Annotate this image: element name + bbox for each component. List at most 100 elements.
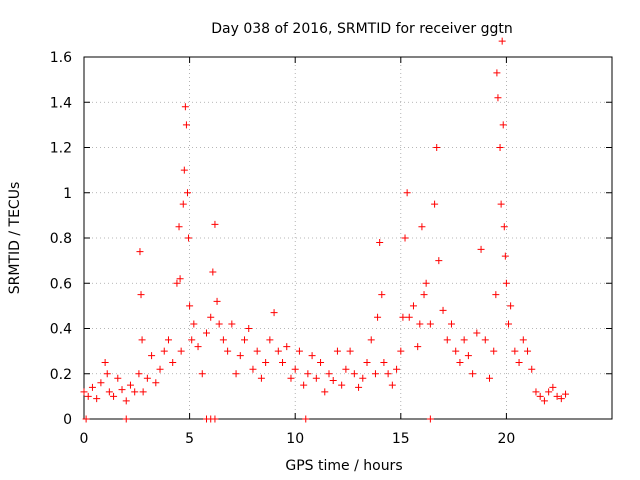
y-tick-label: 1.4: [50, 95, 72, 111]
data-point: [499, 121, 507, 129]
data-point: [219, 336, 227, 344]
y-tick-label: 1.2: [50, 141, 72, 157]
data-point: [329, 377, 337, 385]
data-point: [524, 347, 532, 355]
data-point: [549, 383, 557, 391]
x-tick-label: 10: [286, 431, 304, 447]
data-point: [160, 347, 168, 355]
data-point: [346, 347, 354, 355]
data-point: [374, 313, 382, 321]
data-point: [186, 302, 194, 310]
data-point: [477, 245, 485, 253]
y-tick-labels: 0 0.2 0.4 0.6 0.8 1 1.2 1.4 1.6: [50, 50, 72, 428]
data-point: [492, 291, 500, 299]
data-point: [84, 392, 92, 400]
data-point: [317, 358, 325, 366]
data-point: [295, 347, 303, 355]
data-point: [257, 374, 265, 382]
data-point: [333, 347, 341, 355]
data-point: [173, 279, 181, 287]
data-point: [418, 223, 426, 231]
data-point: [183, 189, 191, 197]
data-point: [409, 302, 417, 310]
data-point: [540, 397, 548, 405]
data-point: [245, 325, 253, 332]
y-tick-label: 1: [63, 186, 72, 202]
y-tick-label: 0: [63, 412, 72, 428]
x-axis-label: GPS time / hours: [285, 458, 402, 474]
data-point: [469, 370, 477, 378]
data-point: [211, 415, 219, 423]
data-point: [105, 388, 113, 396]
data-point: [137, 291, 145, 299]
data-point: [291, 365, 299, 373]
data-point: [122, 397, 130, 405]
data-point: [188, 336, 196, 344]
data-point: [359, 374, 367, 382]
data-point: [380, 358, 388, 366]
data-point: [519, 336, 527, 344]
data-point: [393, 365, 401, 373]
data-point: [228, 320, 236, 328]
data-point: [185, 234, 193, 242]
data-point: [169, 358, 177, 366]
data-point: [179, 200, 187, 208]
data-point: [502, 279, 510, 287]
data-point: [532, 388, 540, 396]
y-axis-label: SRMTID / TECUs: [7, 182, 23, 295]
data-point: [536, 392, 544, 400]
data-point: [304, 370, 312, 378]
data-point: [274, 347, 282, 355]
data-point: [511, 347, 519, 355]
data-point: [118, 386, 126, 394]
data-point: [236, 352, 244, 360]
data-point: [202, 329, 210, 337]
data-point: [80, 388, 88, 396]
axis-ticks: [83, 56, 612, 420]
data-point: [182, 121, 190, 129]
y-tick-label: 0.6: [50, 276, 72, 292]
x-tick-label: 5: [185, 431, 194, 447]
data-point: [405, 313, 413, 321]
data-point: [93, 395, 101, 403]
data-point: [241, 336, 249, 344]
data-point: [207, 313, 215, 321]
data-point: [376, 239, 384, 247]
data-point: [88, 383, 96, 391]
data-point: [414, 343, 422, 351]
data-point: [131, 388, 139, 396]
data-point: [493, 69, 501, 77]
data-point: [181, 103, 189, 111]
data-point: [399, 313, 407, 321]
data-point: [401, 234, 409, 242]
data-point: [388, 381, 396, 389]
data-point: [460, 336, 468, 344]
data-point: [515, 358, 523, 366]
data-point: [194, 343, 202, 351]
data-point: [177, 347, 185, 355]
data-point: [426, 415, 434, 423]
grid-lines: [84, 57, 612, 419]
data-point: [367, 336, 375, 344]
data-point: [486, 374, 494, 382]
data-point: [496, 144, 504, 151]
data-point: [447, 320, 455, 328]
data-point: [126, 381, 134, 389]
data-point: [562, 390, 570, 398]
chart-title: Day 038 of 2016, SRMTID for receiver ggt…: [211, 21, 513, 37]
data-point: [342, 365, 350, 373]
data-point: [139, 388, 147, 396]
data-points: [80, 37, 570, 423]
data-point: [114, 374, 122, 382]
data-point: [505, 320, 513, 328]
data-point: [433, 144, 441, 151]
data-point: [122, 415, 130, 423]
data-point: [338, 381, 346, 389]
data-point: [176, 275, 184, 283]
data-point: [136, 248, 144, 256]
x-tick-labels: 0 5 10 15 20: [80, 431, 516, 447]
data-point: [279, 358, 287, 366]
data-point: [378, 291, 386, 299]
